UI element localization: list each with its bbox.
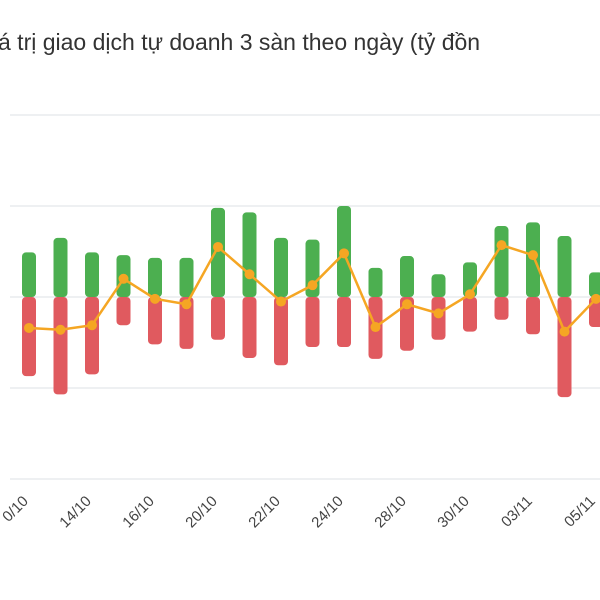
net-point — [402, 299, 412, 310]
chart-title: á trị giao dịch tự doanh 3 sàn theo ngày… — [0, 29, 480, 55]
bar — [85, 297, 99, 375]
bar — [242, 212, 257, 297]
x-tick-label: 0/10 — [0, 493, 32, 526]
net-point — [433, 308, 444, 319]
bar — [526, 297, 540, 335]
bar — [557, 297, 572, 398]
bar — [305, 297, 320, 348]
net-point — [87, 320, 97, 331]
bar — [337, 297, 351, 348]
bar — [148, 297, 162, 345]
bar — [463, 297, 477, 332]
net-point — [118, 273, 129, 284]
net-point — [24, 322, 34, 333]
x-tick-label: 20/10 — [182, 493, 221, 532]
bar — [494, 297, 509, 320]
bar — [242, 297, 257, 358]
x-tick-label: 14/10 — [56, 493, 95, 532]
net-point — [181, 299, 192, 310]
net-point — [307, 280, 318, 291]
bar — [494, 226, 509, 297]
bar — [53, 237, 68, 297]
bar — [431, 297, 446, 340]
net-point — [370, 322, 381, 333]
bar — [179, 257, 194, 297]
net-point — [150, 293, 160, 304]
net-point — [591, 293, 600, 304]
bar — [211, 297, 225, 340]
net-point — [496, 240, 507, 251]
bar — [148, 257, 162, 297]
net-point — [465, 289, 475, 300]
bar — [179, 297, 194, 349]
bar — [368, 267, 383, 297]
bar — [274, 297, 288, 366]
x-tick-label: 22/10 — [245, 493, 284, 532]
bar — [274, 237, 288, 297]
net-point — [55, 324, 66, 335]
x-tick-label: 16/10 — [119, 493, 158, 532]
x-tick-label: 03/11 — [498, 493, 536, 531]
bar — [589, 272, 600, 297]
bar — [116, 297, 131, 326]
bar — [22, 252, 36, 297]
net-point — [213, 241, 223, 252]
bar — [53, 297, 68, 395]
x-tick-label: 28/10 — [371, 493, 410, 532]
net-point — [559, 326, 570, 337]
bar — [85, 252, 99, 297]
net-point — [276, 296, 286, 307]
bar — [557, 236, 572, 297]
bar — [431, 274, 446, 297]
net-point — [339, 248, 349, 259]
x-tick-label: 24/10 — [308, 493, 347, 532]
bar — [400, 297, 414, 351]
x-tick-label: 05/11 — [561, 493, 599, 531]
net-point — [244, 269, 255, 280]
net-point — [528, 250, 538, 261]
bar — [22, 297, 36, 377]
bar — [211, 207, 225, 297]
bar — [400, 256, 414, 297]
x-tick-label: 30/10 — [434, 493, 473, 532]
